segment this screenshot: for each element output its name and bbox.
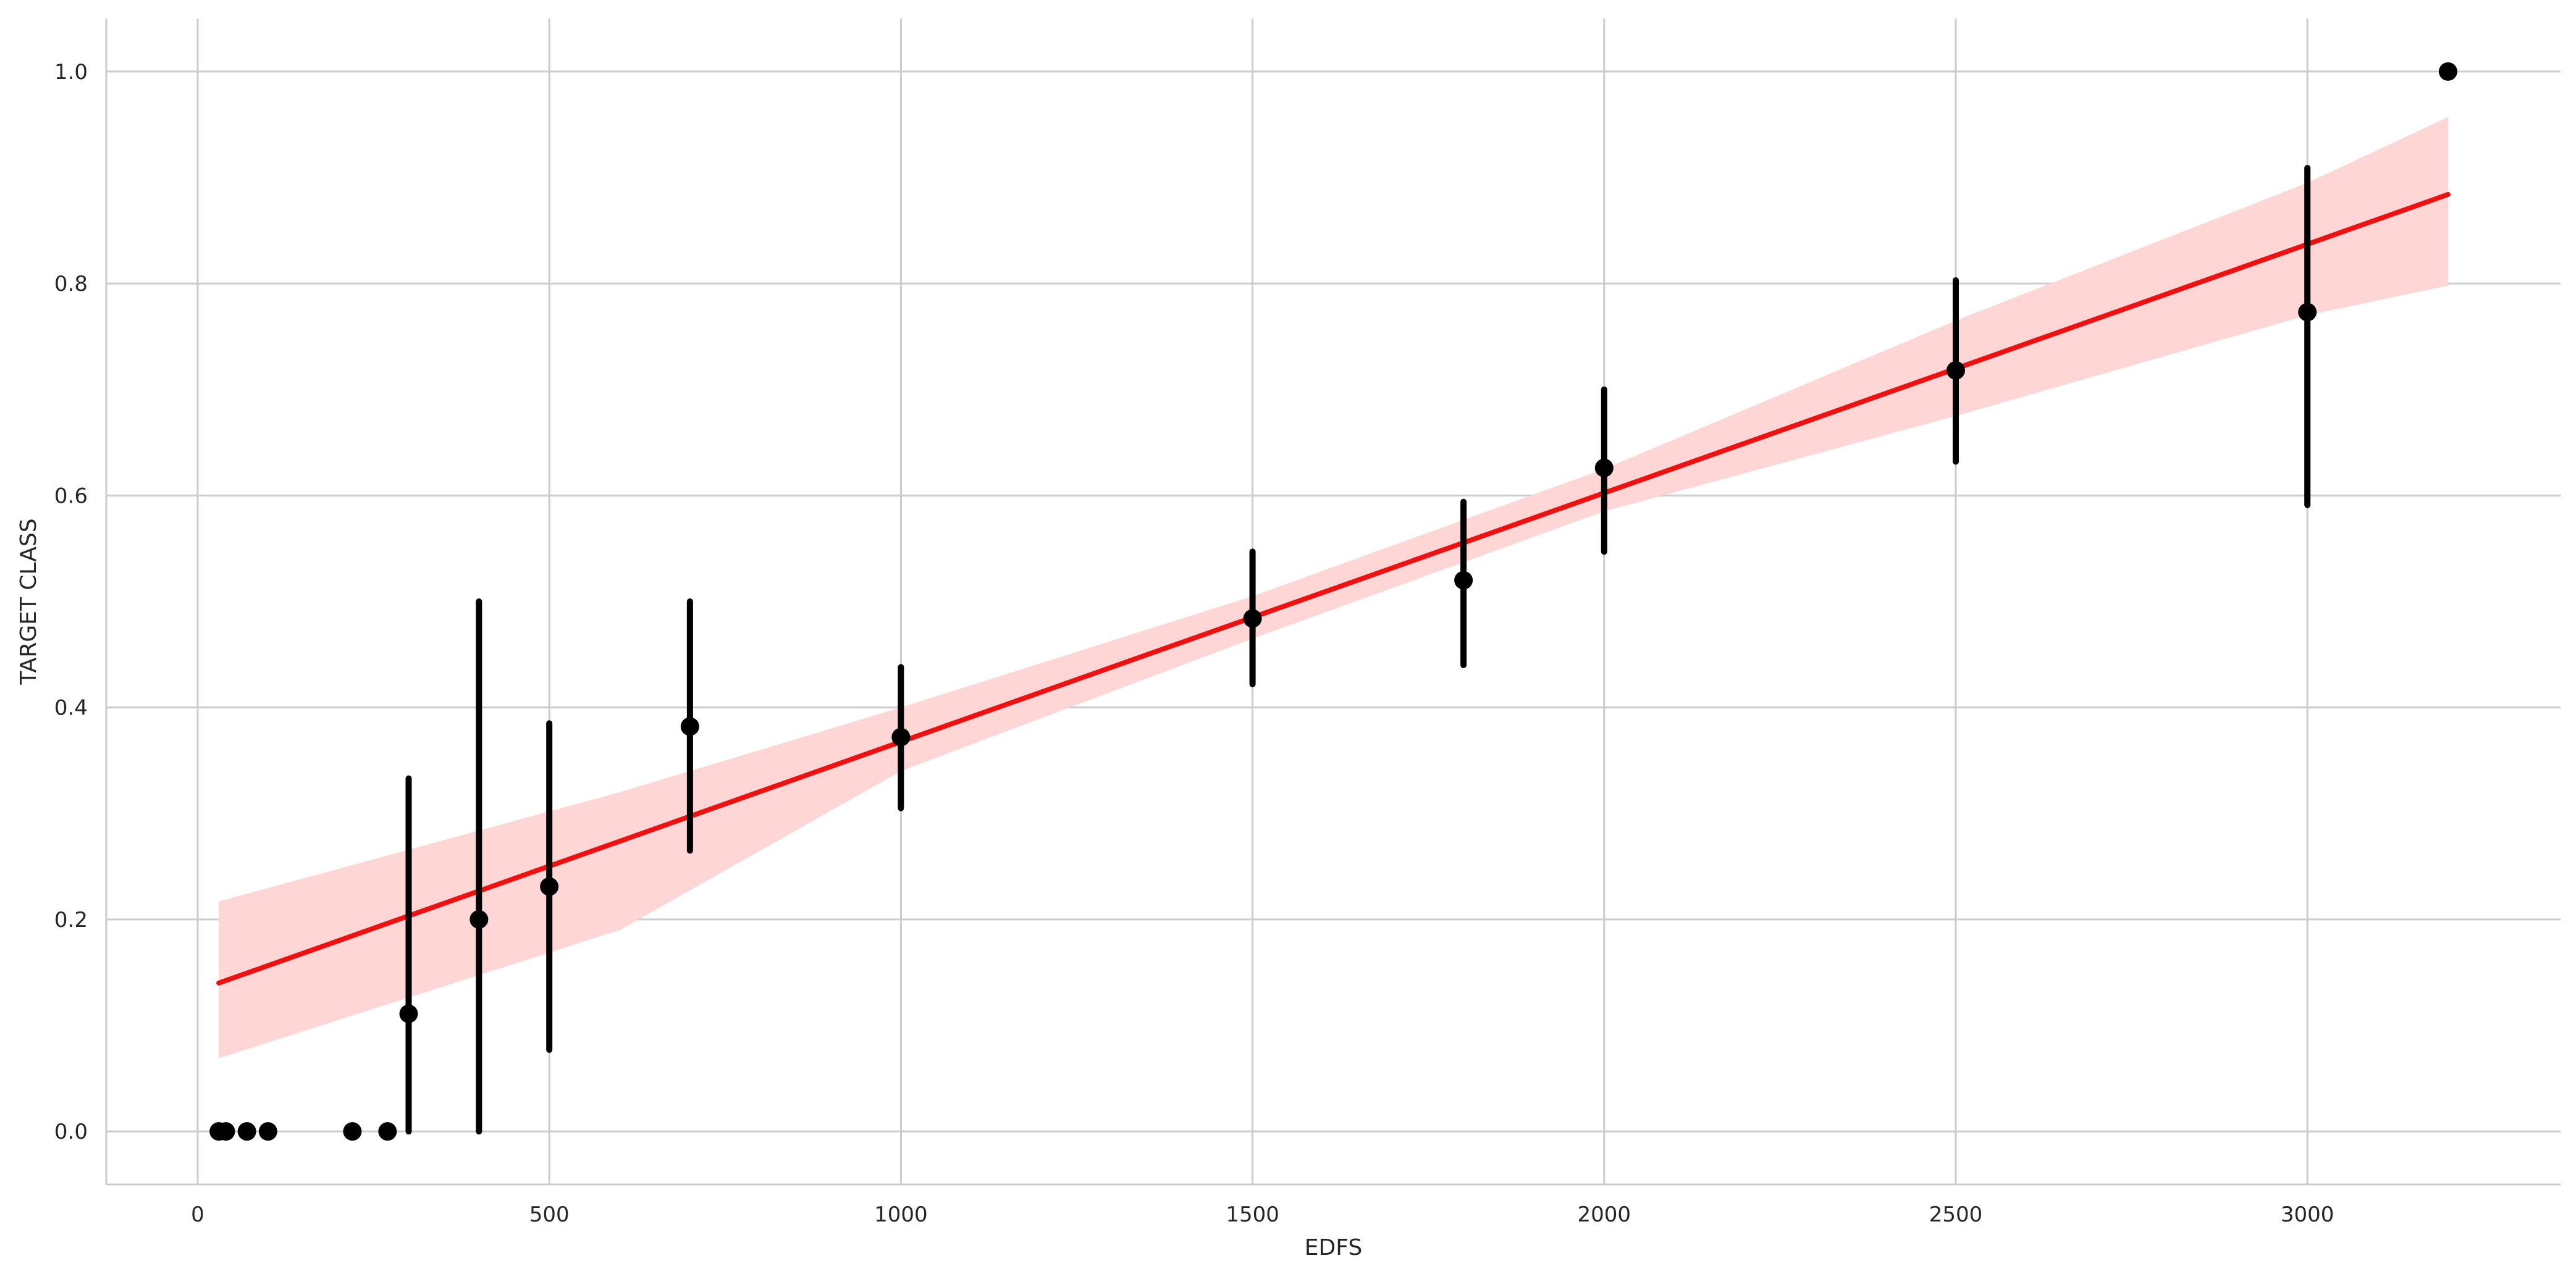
data-point [1594,458,1614,477]
x-tick-label: 0 [191,1202,204,1227]
data-point [237,1122,256,1141]
grid [106,19,2561,1184]
y-axis-label: TARGET CLASS [16,518,41,685]
regression-line [216,191,2451,986]
y-tick-label: 0.2 [54,908,88,932]
x-tick-label: 1500 [1226,1202,1279,1227]
data-point [891,727,911,747]
data-point [540,877,559,896]
y-tick-label: 0.6 [54,484,88,508]
data-point [2438,62,2457,81]
y-tick-label: 0.4 [54,696,88,721]
axes-spines [105,19,2561,1186]
data-point [1946,361,1965,380]
data-point [216,1122,235,1141]
x-tick-label: 2500 [1929,1202,1983,1227]
data-point [378,1122,397,1141]
x-tick-label: 1000 [874,1202,928,1227]
data-point [1454,571,1473,590]
data-point [399,1004,418,1023]
tick-labels: 0 500 1000 1500 2000 2500 3000 0.0 0.2 0.4 0.6 0.8 1… [54,60,2334,1227]
y-tick-label: 0.8 [54,272,88,296]
y-tick-label: 0.0 [54,1120,88,1144]
data-point [343,1122,362,1141]
data-point [1243,609,1262,628]
regression-line-layer [216,191,2451,986]
data-points [209,62,2457,1141]
x-tick-label: 3000 [2281,1202,2334,1227]
y-tick-label: 1.0 [54,60,88,85]
data-point [258,1122,277,1141]
data-point [2298,303,2317,322]
x-tick-label: 500 [529,1202,570,1227]
data-point [680,717,699,736]
x-axis-label: EDFS [1305,1235,1362,1260]
data-point [469,910,489,929]
x-tick-label: 2000 [1578,1202,1631,1227]
